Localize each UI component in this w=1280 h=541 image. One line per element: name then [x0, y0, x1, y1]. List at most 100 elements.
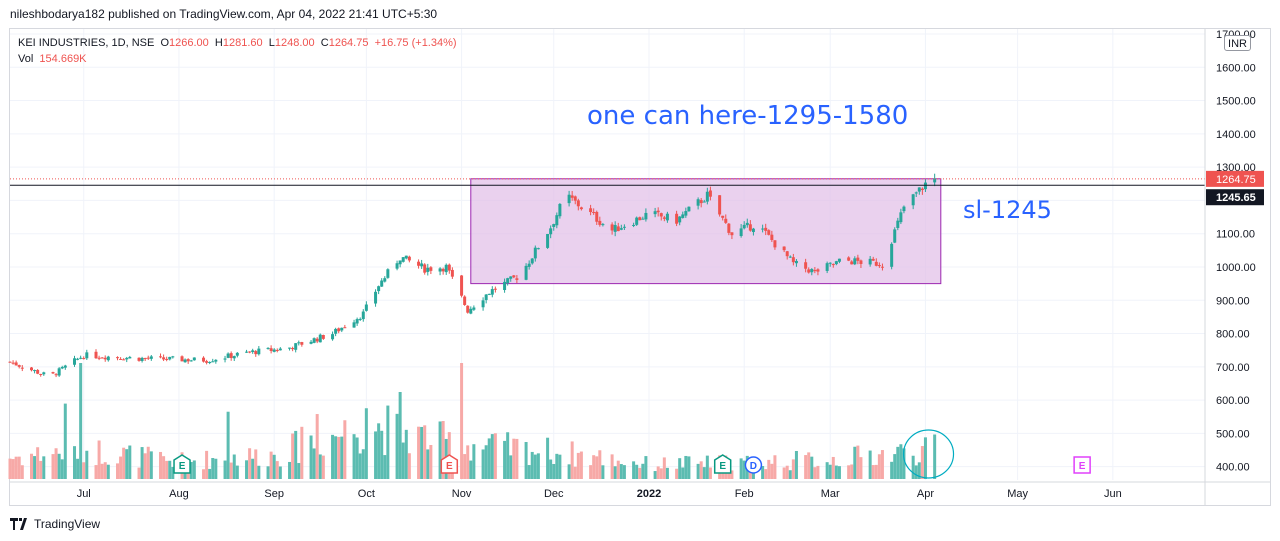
event-marker-label: E: [446, 461, 453, 472]
candle-body: [767, 230, 771, 235]
x-tick-label: Nov: [452, 488, 472, 500]
candle-body: [509, 276, 513, 279]
volume-bar: [555, 453, 559, 479]
volume-bar: [162, 456, 166, 479]
candle-body: [214, 359, 218, 362]
volume-bar: [684, 455, 688, 479]
volume-bar: [739, 458, 743, 479]
volume-bar: [57, 453, 61, 479]
volume-bar: [742, 460, 746, 479]
candle-body: [202, 357, 206, 362]
x-tick-label: Aug: [169, 488, 189, 500]
candle-body: [85, 352, 89, 359]
candle-body: [192, 357, 196, 361]
candle-body: [828, 262, 832, 264]
volume-bar: [76, 458, 80, 479]
volume-bar: [441, 421, 445, 479]
legend-close-label: C: [320, 37, 329, 49]
volume-bar: [321, 455, 325, 479]
volume-bar: [334, 436, 338, 479]
volume-bar: [223, 460, 227, 479]
x-tick-label: Mar: [821, 488, 840, 500]
volume-bar: [374, 431, 378, 479]
volume-bar: [229, 462, 233, 479]
candle-body: [659, 213, 663, 217]
volume-bar: [850, 464, 854, 479]
candle-body: [401, 257, 405, 262]
volume-bar: [30, 453, 34, 479]
volume-bar: [205, 450, 209, 479]
last-price-label-bg: [1206, 170, 1264, 187]
volume-bar: [613, 466, 617, 479]
candle-body: [619, 228, 623, 230]
volume-bar: [214, 458, 218, 479]
candle-body: [675, 213, 679, 224]
candle-body: [570, 195, 574, 198]
volume-bar: [503, 440, 507, 479]
candle-body: [472, 307, 476, 310]
candle-body: [444, 264, 448, 273]
candle-body: [229, 353, 233, 358]
volume-bar: [463, 454, 467, 479]
volume-bar: [610, 454, 614, 479]
volume-bar: [364, 408, 368, 479]
candle-body: [266, 347, 270, 349]
candle-body: [51, 372, 55, 374]
chart-legend: KEI INDUSTRIES, 1D, NSE O1266.00 H1281.6…: [18, 35, 457, 67]
legend-close: 1264.75: [328, 37, 369, 49]
candle-body: [146, 357, 150, 359]
candle-body: [331, 334, 335, 340]
tradingview-logo-icon: [10, 518, 27, 530]
volume-bar: [641, 463, 645, 479]
candle-body: [205, 361, 209, 363]
candle-body: [140, 357, 144, 361]
candle-body: [417, 261, 421, 266]
volume-bar: [159, 451, 163, 479]
volume-bar: [656, 466, 660, 479]
volume-bar: [527, 465, 531, 479]
legend-high: 1281.60: [222, 37, 263, 49]
volume-bar: [426, 449, 430, 479]
currency-badge[interactable]: INR: [1224, 35, 1251, 51]
candle-body: [377, 286, 381, 292]
candle-body: [902, 206, 906, 212]
candle-body: [595, 211, 599, 222]
candle-body: [487, 293, 491, 295]
volume-bar: [856, 445, 860, 479]
candle-body: [171, 356, 175, 358]
candle-body: [687, 206, 691, 212]
volume-bar: [401, 442, 405, 479]
legend-volume-row: Vol 154.669K: [18, 51, 457, 67]
volume-bar: [782, 467, 786, 479]
candle-body: [742, 224, 746, 229]
volume-bar: [79, 363, 83, 479]
volume-bar: [137, 467, 141, 479]
candle-body: [656, 210, 660, 213]
candle-body: [524, 265, 528, 280]
candle-body: [361, 311, 365, 320]
volume-bar: [831, 456, 835, 479]
volume-bar: [567, 464, 571, 479]
candle-body: [358, 318, 362, 320]
volume-bar: [361, 449, 365, 479]
volume-bar: [420, 426, 424, 479]
volume-bar: [36, 447, 40, 479]
candle-body: [223, 358, 227, 360]
volume-bar: [297, 463, 301, 479]
volume-bar: [524, 442, 528, 479]
candle-body: [506, 278, 510, 284]
candle-body: [119, 358, 123, 360]
candle-body: [896, 220, 900, 228]
candle-body: [208, 361, 212, 363]
volume-bar: [549, 459, 553, 479]
volume-bar: [232, 454, 236, 479]
event-marker-label: D: [750, 461, 757, 472]
volume-bar: [208, 468, 212, 479]
candle-body: [893, 229, 897, 243]
y-tick-label: 800.00: [1216, 329, 1250, 341]
candle-body: [438, 268, 442, 272]
candle-body: [8, 361, 12, 363]
candle-body: [653, 211, 657, 215]
volume-bar: [662, 457, 666, 479]
